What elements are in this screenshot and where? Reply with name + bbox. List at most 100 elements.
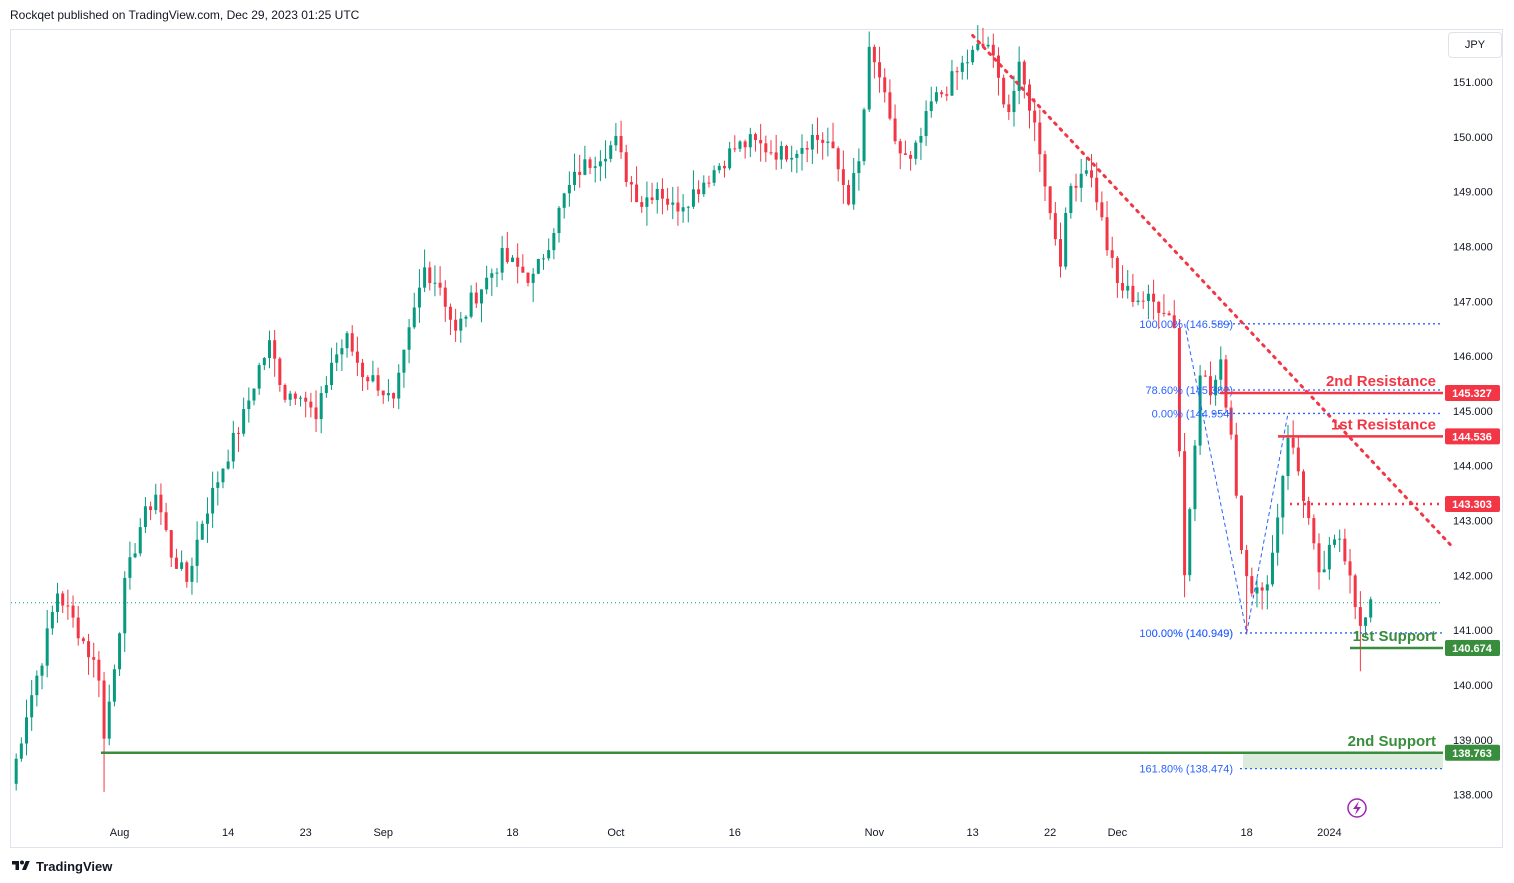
candle-body (598, 161, 602, 167)
candle-body (464, 316, 468, 319)
candle-body (469, 292, 473, 317)
candle-body (443, 287, 447, 307)
candle-body (205, 513, 209, 524)
fib-level-label: 161.80% (138.474) (1139, 764, 1233, 776)
fib-level-label: 0.00% (144.954) (1152, 408, 1233, 420)
fib-level-label: 0.00% (140.949) (1152, 628, 1233, 640)
candle-body (112, 669, 116, 702)
candle-body (61, 593, 65, 606)
level-price-tag (1445, 495, 1500, 512)
candle-body (1079, 173, 1083, 188)
candle-body (56, 593, 60, 613)
candle-body (909, 154, 913, 159)
candle-body (1265, 584, 1269, 591)
candle-body (562, 193, 566, 208)
time-tick-label: 2024 (1317, 827, 1341, 839)
footer-brand[interactable]: TradingView (10, 857, 112, 875)
price-tick-label: 145.000 (1453, 406, 1493, 418)
currency-button[interactable]: JPY (1448, 32, 1502, 58)
candle-body (702, 182, 706, 195)
candle-body (1136, 300, 1140, 302)
candle-body (1234, 434, 1238, 496)
candle-body (149, 506, 153, 511)
candle-body (666, 198, 670, 205)
price-tick-label: 148.000 (1453, 241, 1493, 253)
candle-body (934, 92, 938, 102)
candle-body (1131, 285, 1135, 302)
candle-body (857, 161, 861, 174)
candle-body (593, 166, 597, 168)
candle-body (779, 146, 783, 160)
candle-body (847, 184, 851, 205)
candle-body (1002, 77, 1006, 105)
candle-body (1333, 539, 1337, 545)
candle-body (609, 145, 613, 159)
candle-body (728, 148, 732, 169)
candle-body (785, 146, 788, 160)
candle-body (898, 141, 902, 154)
candle-body (1322, 569, 1326, 573)
candle-body (872, 46, 876, 63)
candle-body (221, 468, 225, 483)
candle-body (1364, 617, 1368, 626)
candle-body (299, 397, 303, 399)
candle-body (423, 267, 427, 288)
level-price-tag-label: 138.763 (1452, 748, 1492, 760)
candle-body (381, 390, 385, 396)
candle-body (810, 134, 814, 150)
candle-body (304, 397, 308, 402)
candle-body (1245, 550, 1249, 577)
candle-body (45, 628, 49, 666)
candle-body (1027, 84, 1031, 111)
candle-body (1193, 445, 1197, 510)
candle-body (929, 101, 933, 112)
candle-body (960, 62, 964, 72)
chart-frame (10, 29, 1503, 848)
candle-body (1007, 104, 1011, 112)
candle-body (247, 400, 251, 410)
price-tick-label: 141.000 (1453, 625, 1493, 637)
candle-body (557, 207, 561, 234)
candle-body (733, 148, 737, 150)
candle-body (30, 695, 34, 718)
candle-body (1229, 407, 1233, 435)
candle-body (660, 188, 664, 199)
candle-body (981, 43, 985, 47)
candle-body (355, 351, 359, 363)
candle-body (536, 258, 540, 274)
candle-body (231, 432, 235, 462)
candle-body (826, 141, 830, 143)
candle-body (852, 173, 856, 205)
candle-body (1017, 61, 1021, 91)
candle-body (1146, 293, 1150, 302)
candle-body (1095, 177, 1099, 203)
candle-body (1064, 213, 1068, 267)
candle-body (454, 319, 458, 331)
event-lightning-glyph (1353, 801, 1361, 815)
candle-body (1353, 575, 1357, 608)
price-tick-label: 138.000 (1453, 790, 1493, 802)
candle-body (1152, 293, 1156, 302)
candle-body (531, 273, 535, 283)
candle-body (309, 401, 313, 408)
candle-body (392, 393, 396, 399)
candle-body (1183, 451, 1187, 576)
candle-body (774, 152, 778, 160)
candle-body (717, 165, 721, 171)
candle-body (1126, 285, 1130, 291)
candle-body (1059, 239, 1063, 267)
candle-body (795, 153, 799, 158)
candle-body (138, 527, 142, 554)
candle-body (242, 409, 246, 434)
candle-body (71, 605, 75, 618)
tradingview-logo-icon (12, 860, 30, 870)
candle-body (1090, 170, 1094, 178)
candle-body (1348, 561, 1352, 576)
candle-body (159, 494, 163, 513)
fib-swing-leg (1184, 323, 1248, 634)
downtrend-line[interactable] (971, 33, 1455, 550)
candle-body (1358, 607, 1362, 626)
candle-body (128, 557, 132, 578)
event-lightning-icon[interactable] (1347, 798, 1367, 818)
